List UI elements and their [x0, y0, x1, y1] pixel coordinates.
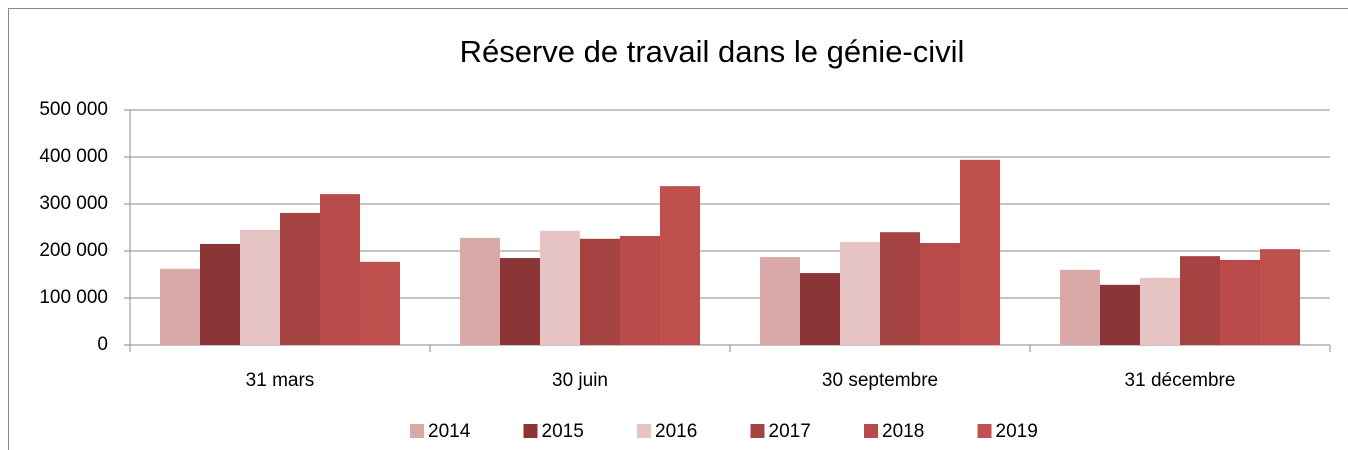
bar: [620, 235, 660, 345]
bar: [840, 242, 880, 345]
bar: [540, 230, 580, 345]
bar: [500, 258, 540, 345]
bar: [360, 261, 400, 345]
x-tick-label: 30 juin: [552, 370, 608, 391]
chart-title: Réserve de travail dans le génie-civil: [460, 34, 965, 69]
bar: [1220, 259, 1260, 345]
y-tick-label: 300 000: [39, 193, 108, 214]
legend-label: 2017: [769, 421, 811, 442]
legend-label: 2019: [996, 421, 1038, 442]
legend-swatch: [410, 424, 424, 438]
bar: [240, 229, 280, 345]
bar: [280, 212, 320, 345]
bar: [1100, 284, 1140, 345]
legend-swatch: [637, 424, 651, 438]
legend-swatch: [750, 424, 765, 438]
legend-label: 2015: [542, 421, 584, 442]
x-tick-label: 31 décembre: [1125, 370, 1236, 391]
bar: [800, 273, 840, 345]
bar: [460, 237, 500, 345]
y-tick-label: 400 000: [39, 146, 108, 167]
bar: [160, 268, 200, 345]
x-tick-label: 31 mars: [246, 370, 315, 391]
bar: [960, 159, 1000, 345]
legend-swatch: [977, 424, 992, 438]
bar: [1180, 256, 1220, 345]
bar: [320, 194, 360, 345]
legend-swatch: [523, 424, 538, 438]
y-tick-label: 0: [97, 334, 108, 355]
bar: [920, 243, 960, 345]
y-tick-label: 500 000: [39, 99, 108, 120]
legend-label: 2018: [882, 421, 924, 442]
bar: [1260, 249, 1300, 345]
legend-label: 2016: [655, 421, 697, 442]
y-tick-label: 200 000: [39, 240, 108, 261]
legend-label: 2014: [428, 421, 471, 442]
bar: [1060, 269, 1100, 345]
y-tick-label: 100 000: [39, 287, 108, 308]
legend-swatch: [864, 424, 878, 438]
bar: [1140, 277, 1180, 345]
bar: [580, 238, 620, 345]
bar: [760, 257, 800, 345]
bar: [880, 232, 920, 345]
x-tick-label: 30 septembre: [822, 370, 938, 391]
bar: [660, 186, 700, 345]
bar: [200, 243, 240, 345]
